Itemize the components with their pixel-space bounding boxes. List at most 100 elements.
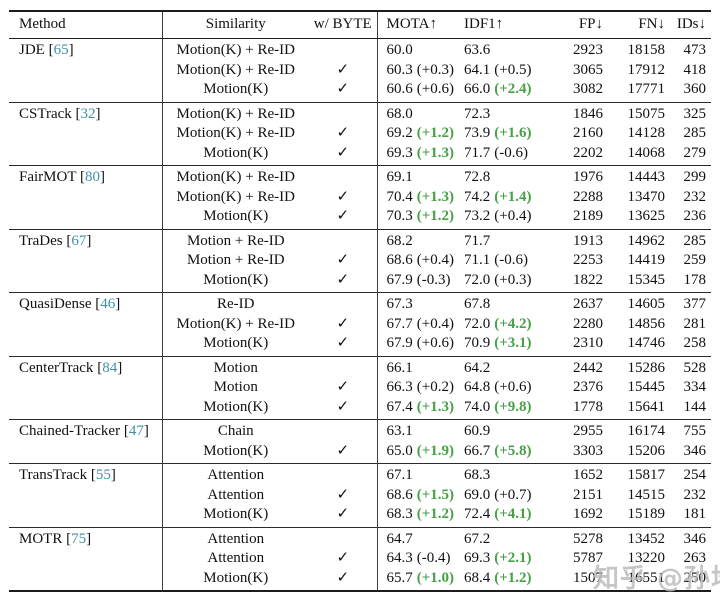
mota-cell: 67.9 (+0.6): [377, 334, 455, 356]
idf1-cell: 69.0 (+0.7): [455, 486, 552, 506]
byte-cell: ✓: [309, 187, 378, 207]
fn-cell: 15286: [605, 355, 667, 378]
similarity-cell: Attention: [162, 549, 309, 569]
citation-number[interactable]: 46: [100, 296, 116, 312]
ids-value: 346: [683, 530, 707, 547]
fn-value: 15286: [627, 359, 666, 376]
fn-cell: 13470: [605, 188, 667, 208]
fn-value: 13470: [627, 188, 666, 205]
citation: [47]: [124, 423, 149, 439]
similarity-label: Motion(K): [203, 271, 269, 288]
mota-delta: (+1.2): [416, 506, 455, 522]
byte-cell: [309, 165, 378, 188]
table-row: CenterTrack [84] Motion 66.1 64.2 2442 15286 5…: [9, 355, 711, 420]
ids-value: 232: [683, 188, 707, 205]
table-row: Motion(K) ✓ 67.4 (+1.3) 74.0 (+9.8) 1778 15641 1…: [9, 397, 711, 420]
similarity-cell: Attention: [162, 463, 309, 486]
byte-cell: [309, 526, 378, 549]
idf1-value: 60.9: [464, 423, 491, 439]
similarity-cell: Motion(K) + Re-ID: [162, 101, 309, 124]
fp-cell: 3082: [552, 80, 605, 102]
mota-cell: 68.6 (+0.4): [377, 251, 455, 271]
mota-cell: 68.3 (+1.2): [377, 505, 455, 527]
bracket-close: ]: [117, 359, 123, 376]
idf1-cell: 64.2: [455, 355, 552, 378]
idf1-delta: (+0.3): [494, 271, 532, 288]
method-name: CSTrack: [19, 105, 72, 122]
citation-number[interactable]: 55: [95, 467, 111, 483]
idf1-value: 64.8: [464, 379, 491, 395]
paper-results-table-page: Method Similarity w/ BYTE MOTA↑ IDF1↑ FP…: [0, 10, 720, 594]
fp-cell: 1846: [552, 101, 605, 124]
fp-cell: 2955: [552, 419, 605, 442]
mota-value: 67.9: [386, 271, 413, 288]
similarity-cell: Re-ID: [162, 292, 309, 315]
citation-number[interactable]: 84: [102, 359, 118, 376]
byte-cell: [309, 355, 378, 378]
mota-value: 67.1: [386, 467, 413, 483]
results-table: Method Similarity w/ BYTE MOTA↑ IDF1↑ FP…: [9, 10, 711, 592]
mota-value: 66.1: [386, 359, 413, 376]
idf1-value: 74.0: [464, 398, 491, 415]
table-row: Motion(K) ✓ 69.3 (+1.3) 71.7 (-0.6) 2202 14068 2…: [9, 143, 711, 166]
table-row: Motion(K) + Re-ID ✓ 69.2 (+1.2) 73.9 (+1.6) 21…: [9, 124, 711, 144]
citation: [46]: [95, 296, 120, 312]
ids-value: 258: [683, 335, 707, 351]
mota-cell: 68.0: [377, 101, 455, 124]
table-row: Motion(K) + Re-ID ✓ 60.3 (+0.3) 64.1 (+0.5) 30…: [9, 60, 711, 80]
fp-cell: 1507: [552, 569, 605, 592]
citation-number[interactable]: 80: [84, 169, 100, 185]
bracket-open: [: [66, 530, 72, 547]
fp-cell: 2442: [552, 355, 605, 378]
ids-cell: 528: [667, 355, 711, 378]
fn-value: 13452: [627, 530, 666, 547]
checkmark-icon: ✓: [336, 144, 350, 161]
similarity-label: Attention: [207, 467, 265, 483]
citation-number[interactable]: 67: [71, 232, 87, 249]
table-row: Motion(K) ✓ 67.9 (-0.3) 72.0 (+0.3) 1822 15345 1…: [9, 270, 711, 293]
fp-cell: 2160: [552, 124, 605, 144]
similarity-label: Motion(K): [203, 81, 269, 97]
idf1-value: 72.0: [464, 315, 491, 332]
fp-value: 3303: [573, 442, 603, 459]
fn-value: 13220: [627, 550, 666, 566]
idf1-cell: 68.4 (+1.2): [455, 569, 552, 592]
mota-value: 70.4: [386, 188, 413, 205]
similarity-label: Motion(K): [203, 569, 269, 586]
mota-value: 65.7: [386, 569, 413, 586]
citation: [65]: [49, 42, 74, 58]
fn-value: 15206: [627, 442, 666, 459]
ids-cell: 178: [667, 271, 711, 293]
fn-value: 15075: [627, 105, 666, 122]
idf1-delta: (+3.1): [494, 335, 532, 351]
mota-delta: (+0.2): [416, 379, 454, 395]
col-header-method: Method: [9, 11, 163, 39]
header-row: Method Similarity w/ BYTE MOTA↑ IDF1↑ FP…: [9, 11, 711, 39]
similarity-cell: Motion(K): [162, 207, 309, 229]
ids-value: 250: [683, 569, 707, 586]
mota-value: 64.7: [386, 530, 413, 547]
mota-value: 66.3: [386, 379, 413, 395]
similarity-cell: Motion(K) + Re-ID: [162, 188, 309, 208]
byte-cell: ✓: [309, 251, 378, 271]
bracket-close: ]: [95, 105, 101, 122]
citation-number[interactable]: 75: [71, 530, 87, 547]
citation-number[interactable]: 47: [128, 423, 144, 439]
checkmark-icon: ✓: [336, 271, 350, 288]
table-row: Motion(K) ✓ 60.6 (+0.6) 66.0 (+2.4) 3082 17771 3…: [9, 80, 711, 102]
fn-value: 15445: [627, 379, 666, 395]
fn-value: 13625: [627, 208, 666, 224]
idf1-cell: 67.8: [455, 292, 552, 315]
idf1-delta: (+1.6): [494, 125, 532, 141]
fp-value: 2253: [573, 252, 603, 268]
idf1-cell: 71.7: [455, 228, 552, 251]
ids-value: 181: [683, 506, 707, 522]
mota-cell: 65.7 (+1.0): [377, 569, 455, 592]
fn-cell: 16174: [605, 419, 667, 442]
similarity-cell: Motion + Re-ID: [162, 251, 309, 271]
checkmark-icon: ✓: [336, 125, 350, 141]
mota-cell: 69.2 (+1.2): [377, 124, 455, 144]
byte-cell: [309, 101, 378, 124]
citation-number[interactable]: 65: [53, 42, 69, 58]
citation-number[interactable]: 32: [80, 105, 96, 122]
